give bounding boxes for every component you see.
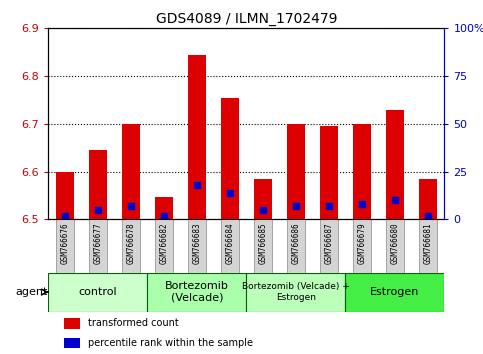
Bar xyxy=(48,273,147,312)
Text: transformed count: transformed count xyxy=(88,318,179,329)
Bar xyxy=(221,219,239,273)
Text: GSM766687: GSM766687 xyxy=(325,222,333,264)
Bar xyxy=(221,98,239,219)
Text: GSM766678: GSM766678 xyxy=(127,222,135,264)
Bar xyxy=(419,179,437,219)
Bar xyxy=(188,219,206,273)
Title: GDS4089 / ILMN_1702479: GDS4089 / ILMN_1702479 xyxy=(156,12,337,26)
Bar xyxy=(56,219,74,273)
Bar xyxy=(287,124,305,219)
Text: GSM766680: GSM766680 xyxy=(390,222,399,264)
Text: agent: agent xyxy=(15,287,48,297)
Text: GSM766685: GSM766685 xyxy=(258,222,267,264)
Text: GSM766686: GSM766686 xyxy=(291,222,300,264)
Bar xyxy=(320,219,338,273)
Bar xyxy=(287,219,305,273)
Text: control: control xyxy=(79,287,117,297)
Text: Estrogen: Estrogen xyxy=(370,287,420,297)
Text: GSM766677: GSM766677 xyxy=(93,222,102,264)
Bar xyxy=(419,219,437,273)
Text: GSM766684: GSM766684 xyxy=(226,222,234,264)
Bar xyxy=(188,55,206,219)
Bar xyxy=(353,124,371,219)
Text: GSM766683: GSM766683 xyxy=(192,222,201,264)
Text: GSM766676: GSM766676 xyxy=(60,222,69,264)
Bar xyxy=(353,219,371,273)
Bar xyxy=(254,219,272,273)
Text: Bortezomib
(Velcade): Bortezomib (Velcade) xyxy=(165,281,229,303)
Bar xyxy=(155,196,173,219)
Text: GSM766681: GSM766681 xyxy=(424,222,432,264)
Bar xyxy=(122,124,140,219)
Bar xyxy=(254,179,272,219)
Bar xyxy=(345,273,444,312)
Bar xyxy=(155,219,173,273)
Text: GSM766679: GSM766679 xyxy=(357,222,366,264)
Bar xyxy=(64,338,80,348)
Bar xyxy=(147,273,246,312)
Bar xyxy=(89,219,107,273)
Bar xyxy=(386,109,404,219)
Bar xyxy=(246,273,345,312)
Bar xyxy=(320,126,338,219)
Bar xyxy=(122,219,140,273)
Bar xyxy=(386,219,404,273)
Text: GSM766682: GSM766682 xyxy=(159,222,168,264)
Text: Bortezomib (Velcade) +
Estrogen: Bortezomib (Velcade) + Estrogen xyxy=(242,282,350,302)
Text: percentile rank within the sample: percentile rank within the sample xyxy=(88,338,253,348)
Bar xyxy=(64,318,80,329)
Bar xyxy=(56,172,74,219)
Bar xyxy=(89,150,107,219)
